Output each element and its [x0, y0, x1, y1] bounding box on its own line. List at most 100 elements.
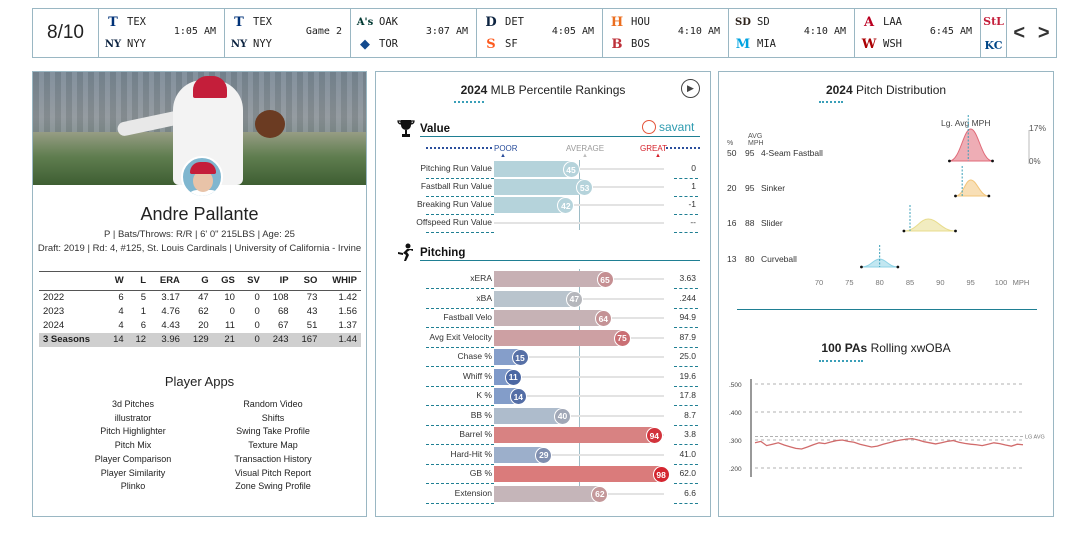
percentile-row[interactable]: Chase % 15 25.0 — [376, 349, 710, 367]
metric-value: 3.8 — [684, 429, 696, 439]
player-app-link[interactable]: Transaction History — [234, 453, 312, 464]
scoreboard-team-row: NY NYY — [231, 35, 272, 53]
metric-label: Chase % — [457, 351, 493, 361]
player-app-link[interactable]: Swing Take Profile — [236, 426, 310, 437]
scoreboard-game-stl-kc[interactable]: StL KC — [981, 9, 1007, 57]
metric-percentile-circle: 42 — [557, 197, 575, 214]
home-team-abbr: NYY — [127, 38, 146, 50]
percentile-row[interactable]: Pitching Run Value 45 0 — [376, 161, 710, 179]
player-app-link[interactable]: 3d Pitches — [111, 399, 155, 409]
percentile-row[interactable]: Avg Exit Velocity 75 87.9 — [376, 329, 710, 348]
percentile-row[interactable]: GB % 98 62.0 — [376, 466, 710, 484]
stats-cell: 20 — [198, 320, 209, 331]
percentile-row[interactable]: Hard-Hit % 29 41.0 — [376, 446, 710, 465]
player-app-link[interactable]: Plinko — [120, 481, 146, 492]
player-app-link[interactable]: Visual Pitch Report — [234, 467, 312, 478]
percentile-row[interactable]: Fastball Velo 64 94.9 — [376, 310, 710, 328]
value-section-header: Value — [396, 118, 450, 140]
scoreboard-game[interactable]: A LAA W WSH 6:45 AM — [855, 9, 981, 57]
pitch-velocity-density — [949, 128, 993, 162]
scoreboard-team-row: A's OAK — [357, 13, 398, 31]
player-app-link[interactable]: Pitch Mix — [114, 440, 152, 451]
percentile-title: 2024 MLB Percentile Rankings — [460, 83, 626, 97]
stats-cell: 12 — [127, 332, 151, 347]
savant-link[interactable]: savant — [642, 120, 694, 134]
home-team-abbr: MIA — [757, 38, 776, 50]
scoreboard-prev-button[interactable]: < — [1013, 21, 1026, 44]
play-icon[interactable]: ▶ — [681, 79, 700, 98]
player-app-link[interactable]: Player Comparison — [94, 453, 172, 464]
percentile-row[interactable]: Whiff % 11 19.6 — [376, 368, 710, 387]
home-team-abbr: BOS — [631, 38, 650, 50]
metric-value: 17.8 — [679, 390, 696, 400]
stats-cell: 5 — [140, 292, 147, 304]
percentile-row[interactable]: Extension 62 6.6 — [376, 485, 710, 504]
row-divider — [426, 196, 494, 197]
percentile-row[interactable]: Fastball Run Value 53 1 — [376, 179, 710, 197]
scoreboard-game[interactable]: T TEX NY NYY 1:05 AM — [99, 9, 225, 57]
velocity-axis-tick: 80 — [875, 278, 883, 287]
player-app-link[interactable]: Player Similarity — [100, 467, 166, 478]
stats-cell: 4 — [118, 320, 124, 331]
metric-percentile-circle: 62 — [591, 485, 609, 503]
scoreboard-game[interactable]: T TEX NY NYY Game 2 — [225, 9, 351, 57]
row-divider — [426, 424, 494, 426]
col-mph-label: MPH — [748, 140, 764, 147]
away-team-abbr: HOU — [631, 16, 650, 28]
scoreboard-game[interactable]: D DET S SF 4:05 AM — [477, 9, 603, 57]
metric-label: GB % — [469, 468, 492, 478]
stats-cell: 2023 — [43, 306, 65, 317]
row-divider — [426, 214, 494, 215]
stats-cell: 1 — [140, 306, 147, 317]
metric-percentile-circle: 53 — [576, 179, 594, 196]
pitch-avg-mph: 80 — [745, 254, 755, 264]
player-app-link[interactable]: illustrator — [114, 412, 152, 423]
percentile-row[interactable]: K % 14 17.8 — [376, 388, 710, 406]
player-app-link[interactable]: Shifts — [261, 412, 285, 423]
velocity-range-dot — [954, 194, 957, 198]
metric-percentile-circle: 15 — [511, 349, 529, 366]
velocity-range-dot — [902, 229, 906, 233]
stats-cell: 0 — [254, 320, 260, 331]
scale-great: GREAT — [640, 144, 667, 153]
home-team-logo-icon: ◆ — [360, 36, 370, 52]
player-draft-info: Draft: 2019 | Rd: 4, #125, St. Louis Car… — [37, 243, 362, 254]
stats-cell: 1.56 — [338, 306, 358, 317]
row-divider — [674, 385, 698, 387]
metric-label: K % — [476, 390, 492, 400]
row-divider — [674, 178, 698, 179]
player-app-link[interactable]: Texture Map — [248, 440, 298, 451]
percentile-row[interactable]: xERA 65 3.63 — [376, 271, 710, 289]
percentile-row[interactable]: xBA 47 .244 — [376, 290, 710, 309]
row-divider — [674, 405, 698, 406]
metric-value: 6.6 — [684, 487, 696, 498]
percentile-row[interactable]: BB % 40 8.7 — [376, 407, 710, 426]
home-team-abbr: WSH — [883, 38, 902, 50]
percentile-row[interactable]: Barrel % 94 3.8 — [376, 427, 710, 445]
scoreboard-game[interactable]: H HOU B BOS 4:10 AM — [603, 9, 729, 57]
stats-col-header: ERA — [150, 271, 184, 291]
scoreboard-team-row: D DET — [483, 13, 524, 31]
velocity-range-dot — [860, 265, 863, 269]
velocity-axis-tick: 90 — [936, 278, 944, 287]
metric-bar — [494, 271, 605, 287]
pitch-type-name: 4-Seam Fastball — [761, 148, 823, 158]
pitching-section-header: Pitching — [396, 242, 465, 264]
scoreboard-game[interactable]: SD SD M MIA 4:10 AM — [729, 9, 855, 57]
metric-value: 87.9 — [679, 331, 696, 342]
stats-cell: 73 — [306, 292, 318, 304]
percentile-row[interactable]: Breaking Run Value 42 -1 — [376, 197, 710, 215]
pitch-dist-title: 2024 Pitch Distribution — [825, 83, 947, 97]
player-app-link[interactable]: Zone Swing Profile — [235, 481, 311, 492]
player-app-link[interactable]: Random Video — [243, 399, 303, 409]
scoreboard-game[interactable]: A's OAK ◆ TOR 3:07 AM — [351, 9, 477, 57]
metric-label: Breaking Run Value — [417, 199, 492, 209]
metric-track — [494, 414, 664, 417]
percentile-row[interactable]: Offspeed Run Value -- — [376, 215, 710, 233]
scale-average: AVERAGE — [566, 144, 605, 153]
player-app-link[interactable]: Pitch Highlighter — [100, 426, 166, 437]
metric-label: Pitching Run Value — [420, 163, 492, 173]
metric-value: .244 — [679, 292, 696, 303]
scoreboard-next-button[interactable]: > — [1037, 21, 1050, 44]
scoreboard-date[interactable]: 8/10 — [33, 9, 99, 57]
